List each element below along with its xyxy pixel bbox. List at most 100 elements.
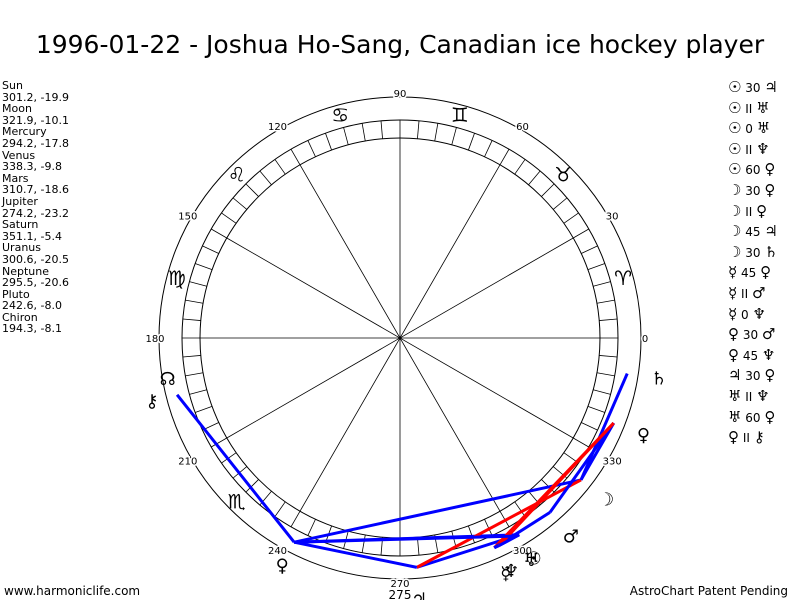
aspect-angle: 30 bbox=[741, 81, 765, 95]
planet-name: Uranus bbox=[2, 241, 41, 255]
saturn-glyph: ♄ bbox=[651, 369, 667, 390]
planet-coords: 274.2, -23.2 bbox=[2, 206, 69, 220]
aspect-planet-1-icon: ☉ bbox=[728, 139, 742, 158]
planet-coords: 310.7, -18.6 bbox=[2, 183, 69, 197]
aspect-line bbox=[293, 540, 418, 569]
moon-glyph: ☽ bbox=[598, 490, 614, 511]
aspect-angle: II bbox=[741, 101, 757, 116]
ring-tick bbox=[484, 140, 493, 157]
aspect-angle: 45 bbox=[739, 348, 762, 363]
aspect-planet-1-icon: ☉ bbox=[728, 98, 742, 117]
degree-label: 90 bbox=[394, 89, 407, 100]
ring-tick bbox=[596, 372, 615, 377]
degree-label: 60 bbox=[516, 122, 529, 133]
planet-entry: Mars 310.7, -18.6 bbox=[2, 173, 69, 196]
ring-tick bbox=[581, 245, 598, 254]
zodiac-scorpio-glyph: ♏ bbox=[228, 489, 246, 513]
aspect-planet-2-icon: ♀ bbox=[764, 160, 776, 179]
aspect-angle: II bbox=[741, 389, 757, 404]
aspect-angle: 45 bbox=[737, 266, 761, 281]
planet-entry: Neptune 295.5, -20.6 bbox=[2, 264, 69, 289]
ring-tick bbox=[290, 511, 301, 527]
aspect-angle: II bbox=[741, 142, 757, 157]
ring-tick bbox=[211, 437, 227, 448]
ring-tick bbox=[189, 389, 207, 395]
ring-tick bbox=[245, 479, 259, 493]
ring-tick bbox=[185, 372, 204, 377]
jupiter-glyph: ♃ bbox=[411, 589, 427, 600]
planet-coords: 300.6, -20.5 bbox=[2, 252, 69, 266]
aspect-row: ☉ 30 ♃ bbox=[728, 78, 798, 99]
aspect-planet-2-icon: ♄ bbox=[764, 242, 778, 261]
aspect-line bbox=[293, 478, 582, 544]
chiron-glyph: ⚷ bbox=[145, 391, 158, 412]
aspect-planet-1-icon: ♀ bbox=[728, 428, 739, 447]
ring-tick bbox=[221, 212, 237, 224]
aspect-line bbox=[548, 422, 615, 514]
aspect-row: ☽ 45 ♃ bbox=[728, 222, 798, 243]
aspect-planet-1-icon: ☿ bbox=[728, 304, 738, 323]
planet-name: Moon bbox=[2, 102, 32, 116]
footer-website[interactable]: www.harmoniclife.com bbox=[4, 584, 141, 598]
planet-entry: Moon 321.9, -10.1 bbox=[2, 103, 69, 126]
aspect-row: ☿ 45 ♀ bbox=[728, 263, 798, 284]
degree-label: 240 bbox=[268, 546, 287, 557]
ring-tick bbox=[417, 120, 420, 139]
aspect-angle: 30 bbox=[741, 183, 765, 198]
planet-entry: Pluto 242.6, -8.0 bbox=[2, 289, 69, 312]
planet-name: Venus bbox=[2, 148, 36, 162]
aspect-angle: 30 bbox=[741, 369, 765, 384]
aspect-row: ♀ 30 ♂ bbox=[728, 325, 798, 346]
planet-coords: 321.9, -10.1 bbox=[2, 113, 69, 127]
ring-tick bbox=[587, 406, 605, 413]
ring-tick bbox=[182, 318, 201, 321]
aspect-row: ☉ 60 ♀ bbox=[728, 160, 798, 181]
neptune-glyph: ♆ bbox=[503, 561, 519, 582]
planet-coords: 338.3, -9.8 bbox=[2, 160, 62, 174]
degree-labels: 0 30 60 90 120 150 180 210 240 270 300 330 275 ♈ ♉ ♊ ♋ ♌ ♍… bbox=[144, 88, 650, 600]
aspect-planet-2-icon: ♂ bbox=[761, 325, 776, 344]
aspect-line bbox=[579, 372, 629, 481]
planet-name: Chiron bbox=[2, 310, 38, 324]
aspect-planet-1-icon: ☉ bbox=[728, 78, 742, 96]
aspect-planet-1-icon: ☉ bbox=[728, 119, 742, 138]
ring-tick bbox=[581, 422, 598, 431]
north-node-glyph: ☊ bbox=[160, 369, 176, 390]
aspect-planet-2-icon: ⚷ bbox=[753, 428, 765, 447]
planet-entry: Uranus 300.6, -20.5 bbox=[2, 242, 69, 265]
planet-list: Sun 301.2, -19.9 Moon 321.9, -10.1 Mercury… bbox=[2, 80, 69, 335]
planet-name: Neptune bbox=[2, 264, 50, 278]
aspect-planet-1-icon: ♀ bbox=[728, 345, 739, 364]
ring-tick bbox=[185, 299, 204, 304]
aspect-angle: 30 bbox=[739, 328, 762, 343]
planet-coords: 194.3, -8.1 bbox=[2, 322, 62, 336]
aspect-angle: 30 bbox=[741, 245, 765, 260]
uranus-glyph: ♅ bbox=[523, 550, 539, 571]
aspect-row: ♅ II ♆ bbox=[728, 387, 798, 408]
planet-entry: Chiron 194.3, -8.1 bbox=[2, 312, 69, 335]
aspect-row: ☿ II ♂ bbox=[728, 284, 798, 305]
ring-tick bbox=[380, 120, 383, 139]
ring-tick bbox=[182, 355, 201, 358]
venus-glyph: ♀ bbox=[637, 425, 650, 446]
ring-tick bbox=[596, 299, 615, 304]
aspect-planet-1-icon: ♅ bbox=[728, 407, 742, 426]
outer-circle bbox=[158, 96, 642, 580]
ring-tick bbox=[552, 197, 568, 210]
aspect-angle: II bbox=[741, 204, 757, 219]
aspect-planet-1-icon: ☽ bbox=[728, 222, 742, 241]
ring-tick bbox=[274, 501, 286, 517]
aspect-planet-1-icon: ♀ bbox=[728, 325, 739, 344]
ring-tick bbox=[599, 318, 618, 321]
aspect-list: ☉ 30 ♃ ☉ II ♅ ☉ 0 ♅ ☉ II ♆ ☉ 60 ♀ ☽ 30 ♀ ☽ II … bbox=[728, 78, 798, 449]
aspect-planet-2-icon: ♅ bbox=[756, 98, 770, 117]
ring-tick bbox=[528, 170, 541, 186]
aspect-planet-1-icon: ☽ bbox=[728, 242, 742, 261]
aspect-row: ♀ 45 ♆ bbox=[728, 346, 798, 367]
aspect-planet-1-icon: ☿ bbox=[728, 283, 738, 302]
planet-entry: Mercury 294.2, -17.8 bbox=[2, 126, 69, 149]
ring-tick bbox=[514, 159, 526, 175]
house-spokes bbox=[200, 138, 600, 538]
aspect-line bbox=[498, 534, 518, 547]
